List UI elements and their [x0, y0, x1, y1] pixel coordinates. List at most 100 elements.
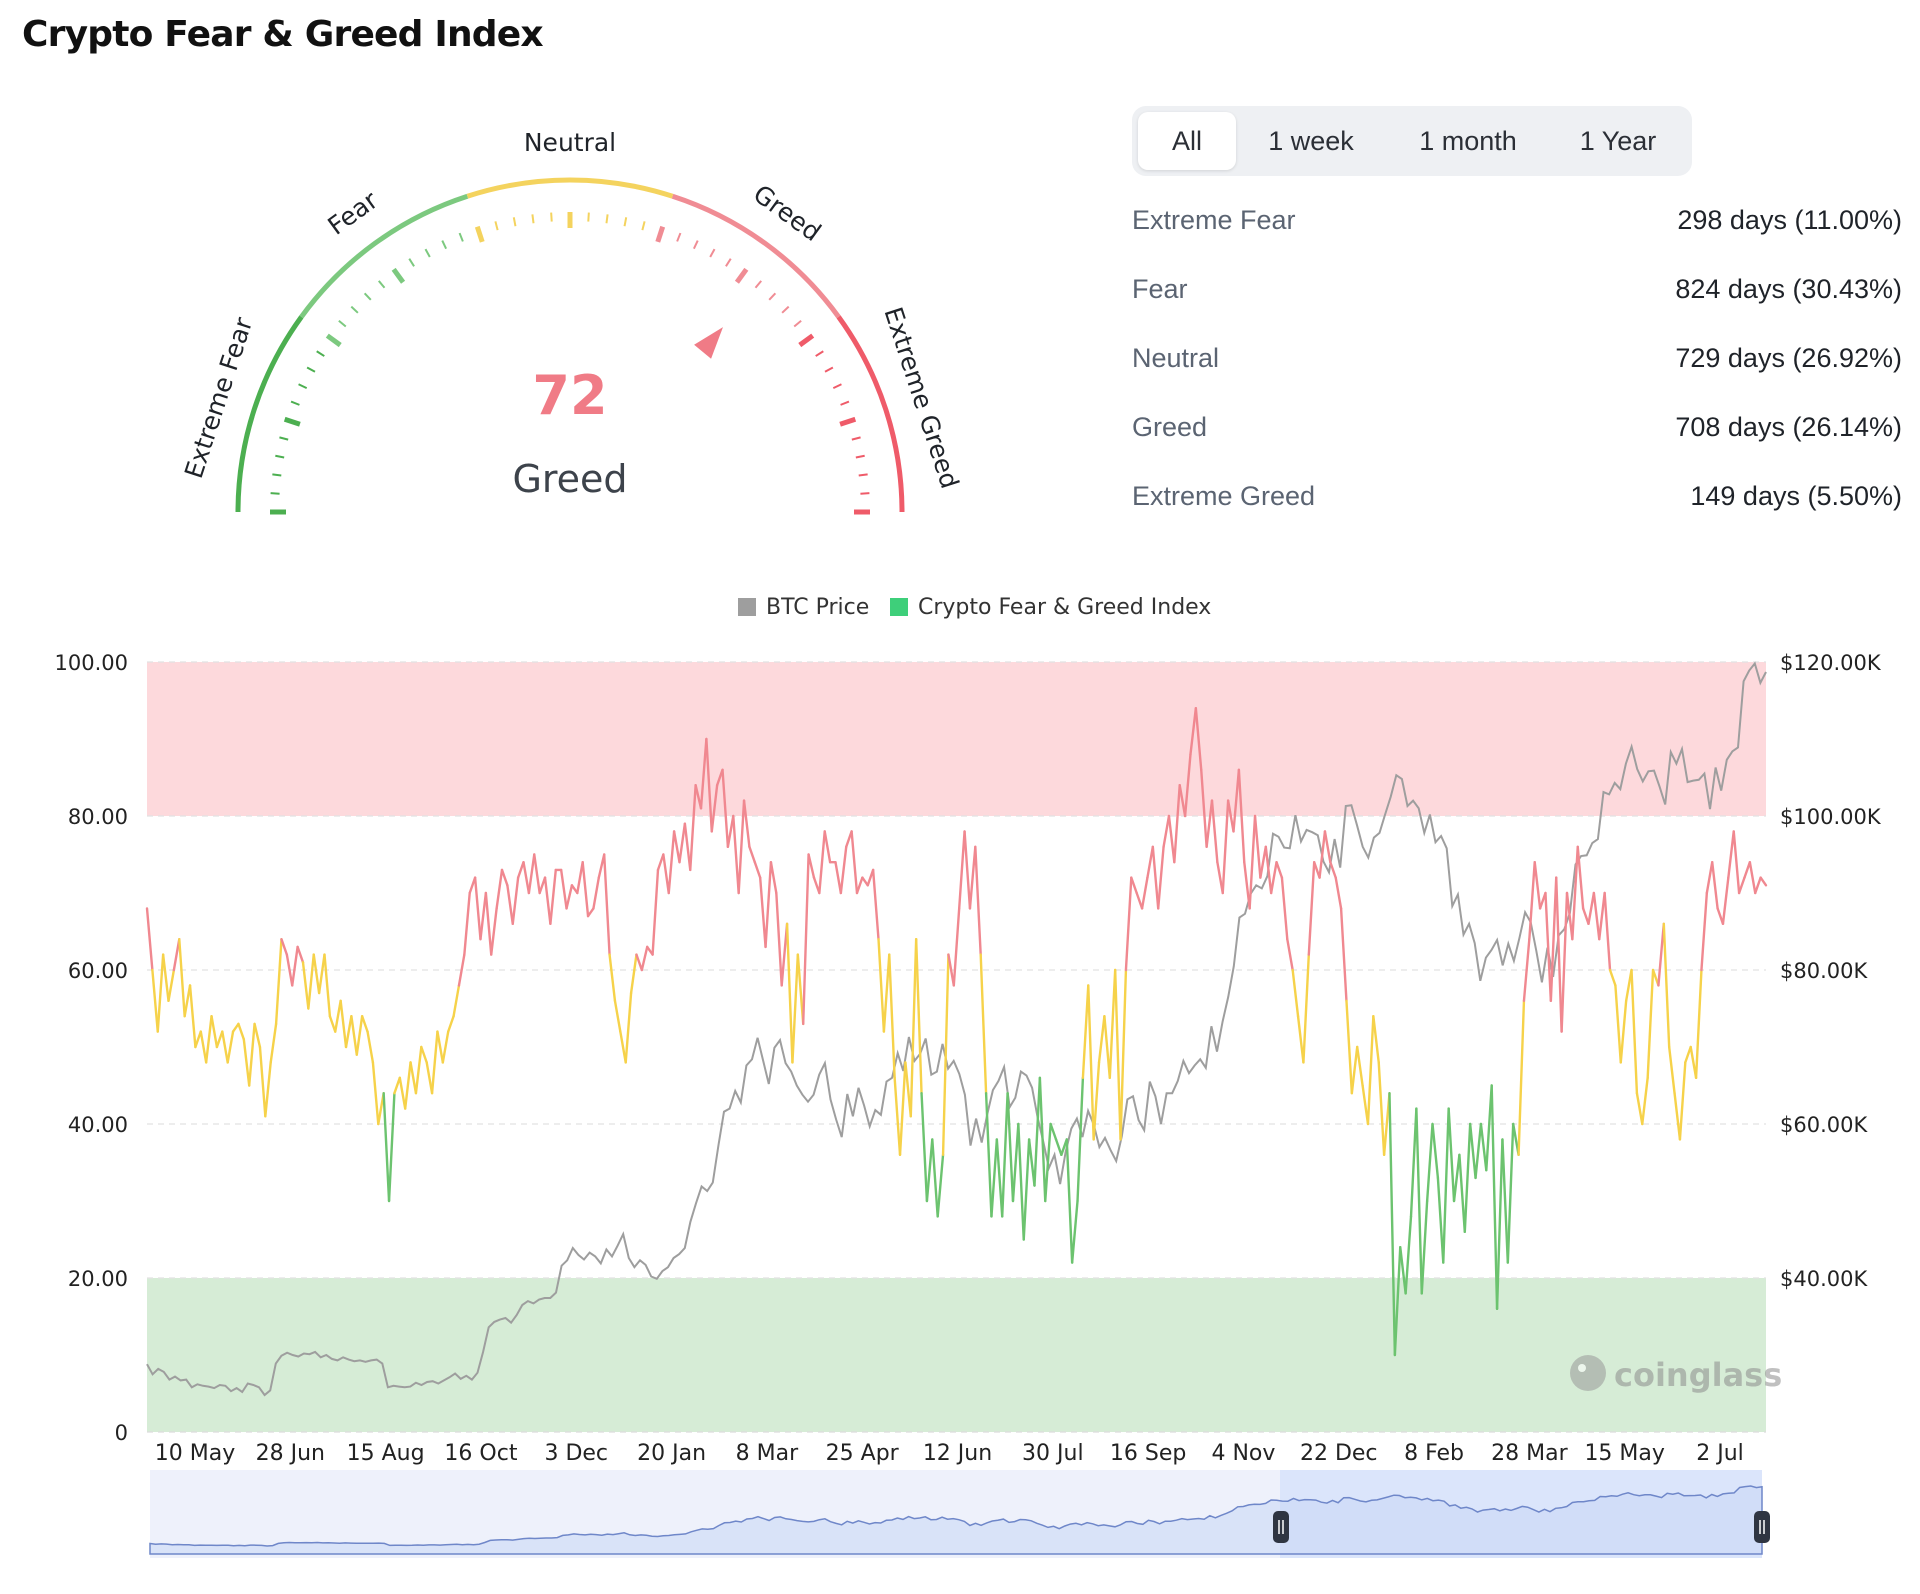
- legend-label-btc-price[interactable]: BTC Price: [766, 595, 869, 620]
- fear-greed-segment: [1452, 1153, 1461, 1203]
- stat-row-neutral: Neutral 729 days (26.92%): [1132, 343, 1902, 412]
- fear-greed-segment: [748, 845, 756, 864]
- fear-greed-segment: [559, 868, 568, 910]
- fear-greed-segment: [1011, 1122, 1020, 1203]
- fear-greed-segment: [1646, 968, 1655, 1079]
- fear-greed-segment: [1135, 891, 1144, 910]
- gauge-tick: [851, 436, 861, 441]
- fear-greed-segment: [1194, 706, 1203, 772]
- fear-greed-segment: [1409, 1107, 1418, 1218]
- fear-greed-segment: [1097, 1015, 1106, 1064]
- gauge-tick: [793, 320, 802, 328]
- fear-greed-segment: [764, 861, 773, 949]
- fear-greed-segment: [151, 968, 159, 1033]
- fear-greed-segment: [210, 1015, 219, 1049]
- fear-greed-segment: [818, 830, 826, 895]
- fear-greed-segment: [1598, 891, 1606, 941]
- x-tick-label: 28 Mar: [1491, 1441, 1568, 1466]
- navigator-handle-left[interactable]: [1273, 1511, 1289, 1543]
- x-tick-label: 16 Sep: [1110, 1441, 1186, 1466]
- fear-greed-segment: [1522, 938, 1531, 1002]
- tab-1-month[interactable]: 1 month: [1419, 126, 1517, 156]
- fear-greed-segment: [1253, 814, 1262, 879]
- stat-value: 708 days (26.14%): [1675, 412, 1902, 442]
- fear-greed-segment: [1495, 1138, 1504, 1310]
- tab-1-year[interactable]: 1 Year: [1579, 126, 1657, 156]
- fear-greed-segment: [936, 1153, 945, 1218]
- fear-greed-segment: [1140, 876, 1149, 910]
- gauge-tick: [781, 305, 790, 314]
- gauge-zone-label: Neutral: [524, 128, 616, 157]
- fear-greed-segment: [850, 830, 859, 895]
- fear-greed-segment: [1205, 799, 1214, 848]
- fear-greed-segment: [920, 1092, 929, 1203]
- fear-greed-segment: [371, 1061, 380, 1126]
- fear-greed-segment: [1501, 1138, 1510, 1264]
- fear-greed-segment: [307, 953, 315, 1010]
- gauge-tick: [655, 225, 666, 243]
- stat-label: Extreme Fear: [1132, 205, 1296, 235]
- gauge-arc-fear: [299, 193, 469, 319]
- gauge-tick: [587, 212, 590, 222]
- fear-greed-segment: [619, 1030, 627, 1064]
- range-navigator[interactable]: [149, 1470, 1770, 1558]
- legend-label-fear-greed[interactable]: Crypto Fear & Greed Index: [918, 595, 1211, 620]
- fear-greed-segment: [1044, 1122, 1052, 1203]
- x-tick-label: 3 Dec: [544, 1441, 608, 1466]
- fear-greed-segment: [1415, 1107, 1423, 1295]
- fear-greed-segment: [995, 1138, 1004, 1218]
- fear-greed-segment: [1108, 968, 1117, 1079]
- tab-1-week[interactable]: 1 week: [1268, 126, 1354, 156]
- y-right-tick-label: $80.00K: [1780, 959, 1868, 983]
- fear-greed-segment: [355, 1015, 364, 1056]
- gauge-tick: [474, 225, 485, 243]
- fear-greed-segment: [1571, 845, 1579, 941]
- fear-greed-segment: [785, 922, 794, 1064]
- gauge-tick: [855, 454, 865, 459]
- fear-greed-segment: [662, 853, 670, 895]
- x-tick-label: 15 May: [1584, 1441, 1664, 1466]
- sentiment-stats: Extreme Fear 298 days (11.00%) Fear 824 …: [1132, 205, 1902, 550]
- fear-greed-segment: [871, 868, 880, 941]
- fear-greed-segment: [855, 876, 864, 895]
- fear-greed-segment: [420, 1045, 428, 1064]
- fear-greed-segment: [543, 876, 552, 925]
- chart-legend[interactable]: BTC Price Crypto Fear & Greed Index: [738, 595, 1211, 620]
- fear-greed-segment: [258, 1045, 267, 1118]
- fear-greed-segment: [221, 1030, 229, 1064]
- fear-greed-segment: [1006, 1092, 1015, 1203]
- x-tick-label: 12 Jun: [923, 1441, 992, 1466]
- gauge-tick: [676, 232, 682, 242]
- fear-greed-segment: [882, 953, 891, 1033]
- x-tick-label: 8 Mar: [736, 1441, 799, 1466]
- fear-greed-segment: [253, 1022, 262, 1049]
- stat-label: Extreme Greed: [1132, 481, 1316, 511]
- fear-greed-segment: [264, 1061, 272, 1118]
- fear-greed-segment: [1479, 1122, 1488, 1172]
- fear-greed-segment: [1372, 1015, 1380, 1064]
- fear-greed-segment: [1366, 1015, 1375, 1126]
- fear-greed-segment: [861, 876, 869, 887]
- y-left-tick-label: 20.00: [68, 1267, 128, 1291]
- fear-greed-segment: [1307, 861, 1316, 956]
- tab-all[interactable]: All: [1138, 112, 1236, 170]
- gauge-pointer-icon: [694, 327, 723, 359]
- navigator-btc-area: [149, 1485, 1763, 1555]
- gauge-tick: [350, 305, 359, 314]
- fear-greed-segment: [296, 945, 305, 964]
- gauge-tick: [316, 350, 325, 357]
- fear-greed-segment: [753, 861, 762, 879]
- fear-greed-segment: [1329, 861, 1337, 879]
- fear-greed-vs-btc-chart[interactable]: BTC Price Crypto Fear & Greed Index 0 20.…: [0, 570, 1920, 1594]
- fear-greed-segment: [1393, 1246, 1402, 1357]
- fear-greed-segment: [791, 953, 800, 1064]
- gauge-tick: [272, 473, 282, 477]
- gauge-arc-extreme-greed: [836, 315, 905, 513]
- navigator-handle-right[interactable]: [1754, 1511, 1770, 1543]
- fear-greed-segment: [387, 1092, 396, 1203]
- fear-greed-segment: [473, 876, 482, 941]
- fear-greed-segment: [823, 830, 832, 864]
- y-left-tick-label: 100.00: [55, 651, 128, 675]
- fear-greed-segment: [602, 853, 611, 956]
